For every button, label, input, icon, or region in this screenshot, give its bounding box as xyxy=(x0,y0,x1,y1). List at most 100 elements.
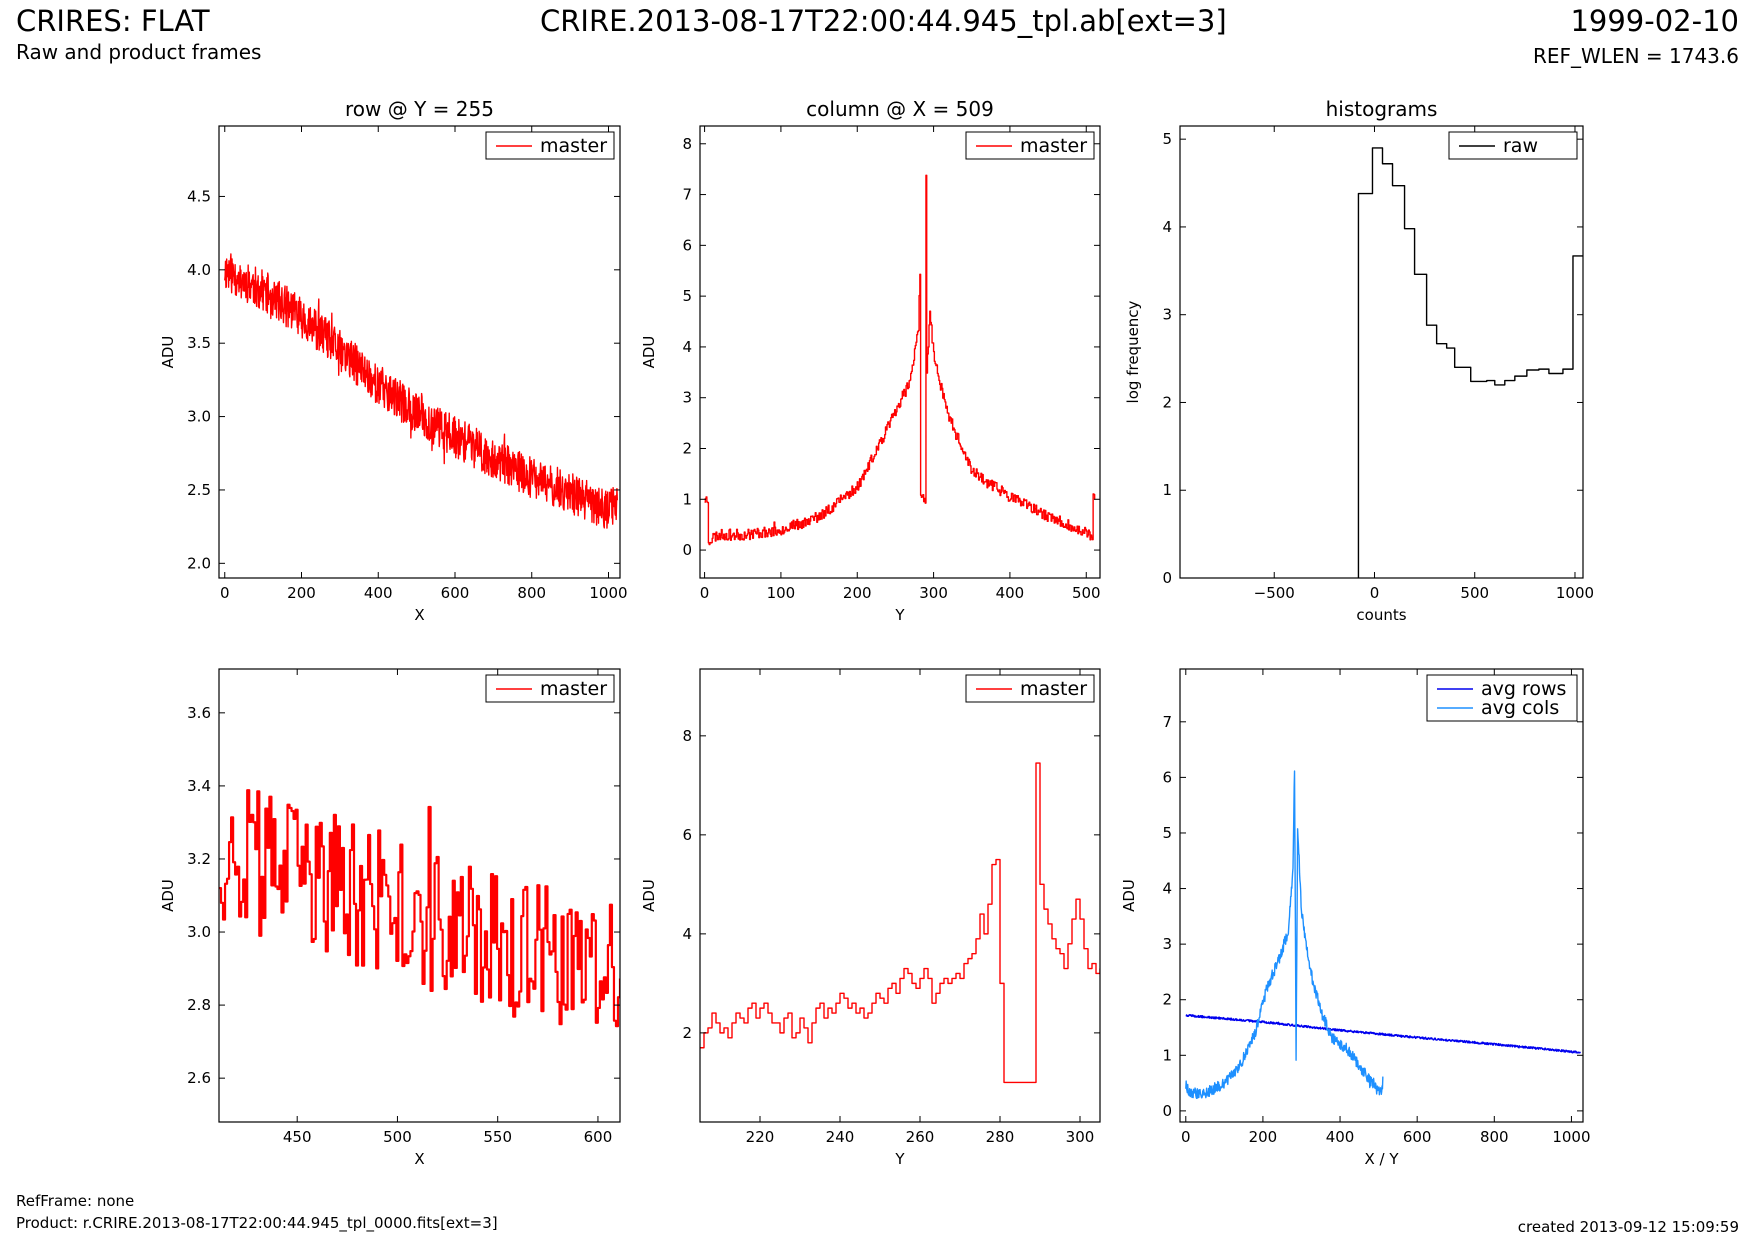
x-tick-label: 450 xyxy=(283,1128,312,1146)
x-tick-label: 600 xyxy=(441,584,470,602)
x-tick-label: 800 xyxy=(517,584,546,602)
x-tick-label: 500 xyxy=(383,1128,412,1146)
y-tick-label: 6 xyxy=(1162,768,1172,786)
y-tick-label: 8 xyxy=(682,727,692,745)
y-tick-label: 7 xyxy=(682,186,692,204)
chart-title: column @ X = 509 xyxy=(806,97,994,121)
x-tick-label: 600 xyxy=(584,1128,613,1146)
y-tick-label: 2.8 xyxy=(187,996,211,1014)
x-axis-label: Y xyxy=(894,1150,905,1168)
legend: master xyxy=(485,674,615,703)
x-tick-label: 300 xyxy=(1066,1128,1095,1146)
x-tick-label: 1000 xyxy=(1552,1128,1590,1146)
y-tick-label: 3.2 xyxy=(187,850,211,868)
y-tick-label: 2.5 xyxy=(187,481,211,499)
y-tick-label: 3.6 xyxy=(187,704,211,722)
x-tick-label: 200 xyxy=(287,584,316,602)
y-axis-label: ADU xyxy=(640,879,658,912)
x-tick-label: 240 xyxy=(826,1128,855,1146)
series-master-colzoom xyxy=(700,762,1100,1084)
x-tick-label: 280 xyxy=(986,1128,1015,1146)
x-tick-label: 800 xyxy=(1480,1128,1509,1146)
y-tick-label: 4 xyxy=(682,925,692,943)
x-axis-label: counts xyxy=(1356,606,1406,624)
plot-area-col xyxy=(704,174,1096,546)
refframe-note: RefFrame: none xyxy=(16,1192,135,1210)
y-tick-label: 0 xyxy=(1162,569,1172,587)
x-tick-label: 0 xyxy=(700,584,710,602)
axes-frame-row xyxy=(218,125,621,579)
x-tick-label: 100 xyxy=(767,584,796,602)
y-tick-label: 6 xyxy=(682,826,692,844)
x-tick-label: 500 xyxy=(1460,584,1489,602)
y-axis-label: ADU xyxy=(159,879,177,912)
legend-label: raw xyxy=(1503,135,1538,157)
legend: raw xyxy=(1448,131,1578,160)
product-note: Product: r.CRIRE.2013-08-17T22:00:44.945… xyxy=(16,1214,498,1232)
chart-colzoom: 220 240 260 280 300 2 4 6 8 Y ADU master xyxy=(640,668,1101,1168)
file-name: CRIRE.2013-08-17T22:00:44.945_tpl.ab[ext… xyxy=(540,4,1227,38)
y-tick-label: 3 xyxy=(1162,306,1172,324)
plot-area-rowzoom xyxy=(219,789,620,1028)
axes-frame-rowzoom xyxy=(218,668,621,1123)
x-tick-label: 1000 xyxy=(589,584,627,602)
x-axis-label: X xyxy=(414,606,424,624)
legend: master xyxy=(965,674,1095,703)
chart-hist: −500 0 500 1000 0 1 2 3 4 5 histograms counts log fr… xyxy=(1124,97,1594,624)
y-tick-label: 3.4 xyxy=(187,777,211,795)
y-tick-label: 1 xyxy=(1162,1046,1172,1064)
y-tick-label: 5 xyxy=(1162,130,1172,148)
y-tick-label: 6 xyxy=(682,236,692,254)
y-tick-label: 5 xyxy=(682,287,692,305)
plot-area-hist xyxy=(1357,147,1583,578)
y-tick-label: 4 xyxy=(682,338,692,356)
series-raw-hist xyxy=(1357,147,1583,578)
y-tick-label: 2 xyxy=(682,1024,692,1042)
report-date: 1999-02-10 xyxy=(1570,4,1739,38)
axes-frame-colzoom xyxy=(699,668,1101,1123)
x-axis-label: X / Y xyxy=(1364,1150,1399,1168)
chart-row: 0 200 400 600 800 1000 2.0 2.5 3.0 3.5 4.0 4.5 row @… xyxy=(159,97,628,624)
report-subtitle: Raw and product frames xyxy=(16,40,262,64)
x-tick-label: 550 xyxy=(483,1128,512,1146)
legend-label: master xyxy=(1020,678,1087,700)
y-tick-label: 3 xyxy=(1162,935,1172,953)
axes-frame-avg xyxy=(1179,668,1584,1123)
y-tick-label: 0 xyxy=(682,541,692,559)
x-tick-label: 260 xyxy=(906,1128,935,1146)
x-tick-label: 220 xyxy=(746,1128,775,1146)
series-master-rowzoom xyxy=(219,789,620,1028)
x-tick-label: 500 xyxy=(1072,584,1101,602)
created-note: created 2013-09-12 15:09:59 xyxy=(1517,1218,1739,1236)
y-tick-label: 4.5 xyxy=(187,187,211,205)
x-axis-label: Y xyxy=(894,606,905,624)
y-axis-label: ADU xyxy=(640,336,658,369)
chart-title: histograms xyxy=(1326,97,1438,121)
plot-area-avg xyxy=(1185,770,1581,1100)
x-tick-label: 1000 xyxy=(1556,584,1594,602)
x-tick-label: 0 xyxy=(220,584,230,602)
y-tick-label: 3.5 xyxy=(187,334,211,352)
y-tick-label: 3.0 xyxy=(187,923,211,941)
y-tick-label: 7 xyxy=(1162,713,1172,731)
series-avg-cols-avg xyxy=(1185,770,1384,1100)
y-axis-label: log frequency xyxy=(1124,300,1142,403)
x-tick-label: 400 xyxy=(996,584,1025,602)
y-tick-label: 4.0 xyxy=(187,261,211,279)
y-axis-label: ADU xyxy=(1120,879,1138,912)
x-tick-label: 200 xyxy=(843,584,872,602)
y-tick-label: 3 xyxy=(682,389,692,407)
ref-wlen: REF_WLEN = 1743.6 xyxy=(1532,44,1739,68)
y-tick-label: 1 xyxy=(682,490,692,508)
x-tick-label: 300 xyxy=(919,584,948,602)
y-tick-label: 2 xyxy=(682,439,692,457)
axes-frame-col xyxy=(699,125,1101,579)
series-master-col xyxy=(704,174,1096,546)
legend-label: avg rows xyxy=(1481,678,1566,700)
chart-avg: 0 200 400 600 800 1000 0 1 2 3 4 5 6 7 X / Y ADU avg row… xyxy=(1120,668,1591,1168)
y-tick-label: 0 xyxy=(1162,1102,1172,1120)
legend-label: master xyxy=(540,678,607,700)
y-tick-label: 2.6 xyxy=(187,1069,211,1087)
